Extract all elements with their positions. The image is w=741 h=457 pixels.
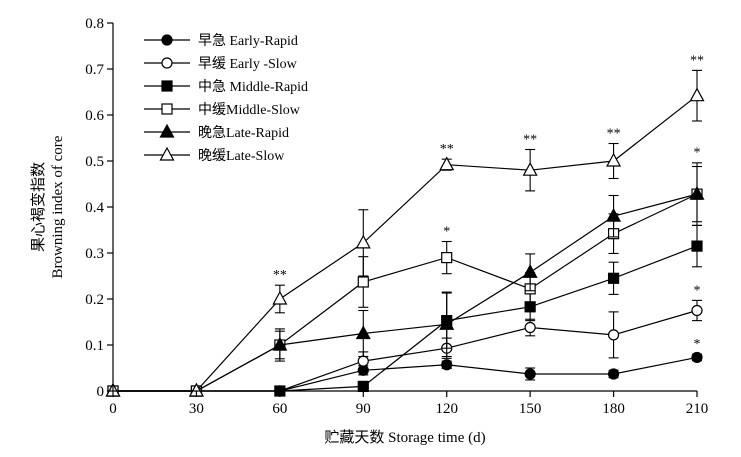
y-tick-label: 0.1 [85,338,104,354]
data-point [357,276,369,288]
data-point [691,240,703,252]
x-tick-label: 150 [519,401,542,417]
y-axis-title-en: Browning index of core [50,135,66,278]
x-tick-label: 90 [356,401,371,417]
data-point [272,336,288,351]
data-point [607,368,620,380]
series-line [113,193,698,392]
series-line [113,309,698,392]
significance-label: ** [440,142,454,157]
data-point [357,355,369,367]
data-point [441,359,453,371]
data-point [524,321,536,334]
data-point [439,316,455,330]
significance-label: * [443,225,450,240]
data-point [522,161,538,176]
legend-label: 晚急Late-Rapid [198,125,289,141]
legend-marker [161,80,173,92]
y-tick-label: 0.4 [85,200,104,216]
data-point [355,325,371,340]
data-point [689,87,705,102]
axes: 0 30 60 90 120 150 180 210 0 0.1 0.2 0.3 0.4 0.5 0.6 0.… [85,16,708,417]
y-tick-label: 0.5 [85,154,104,170]
plot-area: ******* ******* [105,53,705,397]
data-point [522,264,538,278]
x-tick-label: 30 [189,401,204,417]
data-point [606,207,622,222]
y-tick-label: 0.2 [85,292,104,308]
data-point [439,156,455,171]
legend-item-1: 早缓 Early -Slow [144,56,298,72]
legend-marker [159,146,175,161]
series-line [113,193,698,392]
y-tick-label: 0.6 [85,108,104,124]
series-line [113,95,698,392]
significance-label: ** [607,127,621,142]
data-point [607,329,620,341]
data-point [607,272,620,284]
significance-label: * [694,337,701,352]
y-tick-label: 0 [97,384,105,400]
data-point [691,304,703,317]
legend-label: 中急 Middle-Rapid [198,79,308,95]
legend-label: 晚缓Late-Slow [198,148,285,164]
x-tick-label: 60 [272,401,287,417]
significance-label: * [694,283,701,298]
legend-marker [161,34,173,46]
legend: 早急 Early-Rapid 早缓 Early -Slow 中急 Middle-Ra… [144,33,308,164]
significance-label: * [694,145,701,160]
y-tick-label: 0.3 [85,246,104,262]
significance-label: ** [690,53,704,68]
data-point [524,368,536,380]
significance-label: ** [523,133,537,148]
legend-marker [159,123,175,138]
x-tick-label: 120 [435,401,458,417]
legend-item-5: 晚缓Late-Slow [144,146,285,164]
legend-item-2: 中急 Middle-Rapid [144,79,308,95]
series-5 [105,69,705,397]
data-point [606,152,622,167]
data-point [272,290,288,305]
data-point [357,380,369,392]
x-axis-title: 贮藏天数 Storage time (d) [324,429,485,446]
significance-label: ** [273,268,287,283]
x-tick-label: 210 [686,401,709,417]
y-tick-label: 0.7 [85,62,104,78]
x-tick-label: 180 [602,401,625,417]
legend-label: 中缓Middle-Slow [198,102,301,118]
legend-label: 早缓 Early -Slow [198,56,298,72]
legend-item-4: 晚急Late-Rapid [144,123,289,141]
y-axis-title-cn: 果心褐变指数 [30,162,47,252]
legend-marker [161,57,173,69]
data-point [689,185,705,200]
legend-item-3: 中缓Middle-Slow [144,102,301,118]
legend-marker [161,103,173,115]
series-1 [107,299,703,397]
series-line [113,245,698,392]
legend-label: 早急 Early-Rapid [198,33,298,49]
data-point [355,234,371,249]
data-point [691,351,703,364]
legend-item-0: 早急 Early-Rapid [144,33,298,49]
y-tick-label: 0.8 [85,16,104,32]
x-tick-label: 0 [109,401,117,417]
data-point [441,252,453,264]
